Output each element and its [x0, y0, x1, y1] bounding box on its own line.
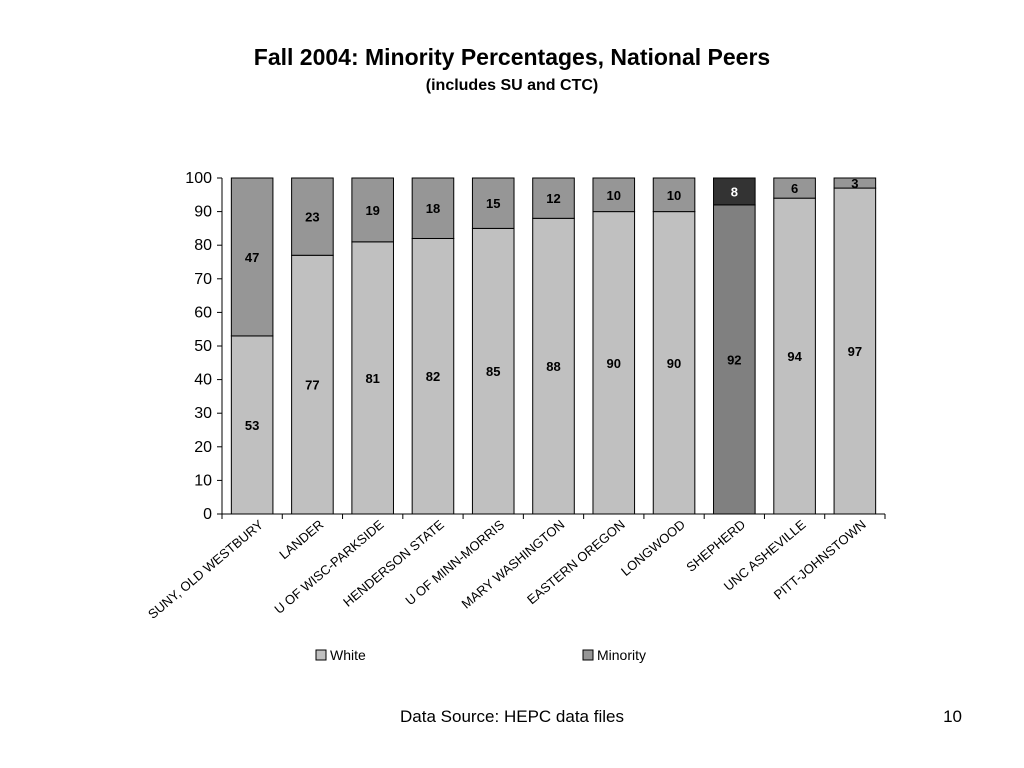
bar-minority-segment — [230, 177, 274, 337]
bar-minority-segment — [471, 177, 515, 229]
y-tick-label: 40 — [194, 372, 212, 389]
data-label-white: 94 — [787, 349, 802, 364]
bar-minority-segment — [351, 177, 394, 243]
data-label-white: 82 — [426, 369, 440, 384]
bar-minority-segment — [773, 177, 816, 199]
legend-minority-swatch — [582, 649, 594, 661]
data-label-minority: 47 — [245, 250, 259, 265]
y-tick-label: 20 — [194, 439, 212, 456]
chart-title: Fall 2004: Minority Percentages, Nationa… — [253, 44, 771, 70]
x-tick-label: EASTERN OREGON — [524, 517, 628, 607]
y-tick-label: 10 — [194, 472, 212, 489]
data-label-white: 85 — [486, 364, 500, 379]
data-label-minority: 6 — [791, 181, 798, 196]
bar-white-segment — [592, 211, 636, 515]
y-tick-label: 80 — [194, 237, 212, 254]
data-label-white: 92 — [727, 352, 741, 367]
bar-white-segment — [713, 204, 756, 515]
data-label-white: 81 — [365, 371, 379, 386]
chart-subtitle: (includes SU and CTC) — [425, 77, 599, 94]
y-tick-label: 90 — [194, 204, 212, 221]
bar-minority-segment — [532, 177, 575, 219]
data-label-white: 88 — [546, 359, 560, 374]
data-label-white: 77 — [305, 378, 319, 393]
bar-minority-segment — [652, 177, 696, 213]
data-label-white: 97 — [848, 344, 862, 359]
y-tick-label: 30 — [194, 405, 212, 422]
legend-white-swatch — [315, 649, 327, 661]
y-tick-label: 0 — [203, 506, 212, 523]
y-tick-label: 50 — [194, 338, 212, 355]
data-label-white: 90 — [667, 356, 681, 371]
stacked-bar-chart: 0 10 20 30 40 50 60 70 80 90 100 53 47 SUNY, OLD WEST… — [145, 170, 886, 663]
bar-white-segment — [411, 237, 455, 515]
x-tick-label: LONGWOOD — [618, 517, 688, 579]
data-label-minority: 12 — [546, 191, 560, 206]
data-label-minority: 3 — [851, 176, 858, 191]
x-tick-label: HENDERSON STATE — [340, 517, 447, 610]
data-label-minority: 10 — [667, 188, 681, 203]
x-tick-label: SUNY, OLD WESTBURY — [145, 517, 266, 622]
x-tick-label: U OF MINN-MORRIS — [402, 517, 507, 609]
data-label-minority: 10 — [607, 188, 621, 203]
x-tick-label: U OF WISC-PARKSIDE — [271, 517, 386, 617]
page-number: 10 — [943, 707, 962, 726]
data-label-minority: 8 — [731, 184, 738, 199]
bar-minority-segment — [411, 177, 455, 239]
bar-minority-segment — [833, 177, 877, 189]
y-tick-label: 70 — [194, 271, 212, 288]
legend-white-label: White — [330, 647, 366, 663]
x-tick-label: MARY WASHINGTON — [459, 517, 568, 612]
data-label-white: 53 — [245, 418, 259, 433]
bar-minority-segment — [713, 177, 756, 206]
data-label-minority: 18 — [426, 201, 440, 216]
x-tick-label: LANDER — [276, 517, 326, 562]
data-label-minority: 19 — [365, 203, 379, 218]
legend-minority-label: Minority — [597, 647, 646, 663]
bar-white-segment — [291, 254, 334, 515]
bar-white-segment — [833, 187, 877, 515]
bar-minority-segment — [592, 177, 636, 213]
bar-white-segment — [351, 241, 394, 515]
y-tick-label: 100 — [185, 170, 212, 187]
data-label-minority: 23 — [305, 210, 319, 225]
bar-white-segment — [652, 211, 696, 515]
data-source-note: Data Source: HEPC data files — [400, 707, 624, 726]
x-tick-label: SHEPHERD — [683, 517, 748, 575]
data-label-minority: 15 — [486, 196, 500, 211]
y-tick-label: 60 — [194, 304, 212, 321]
bar-white-segment — [773, 197, 816, 515]
data-label-white: 90 — [607, 356, 621, 371]
bar-minority-segment — [291, 177, 334, 256]
